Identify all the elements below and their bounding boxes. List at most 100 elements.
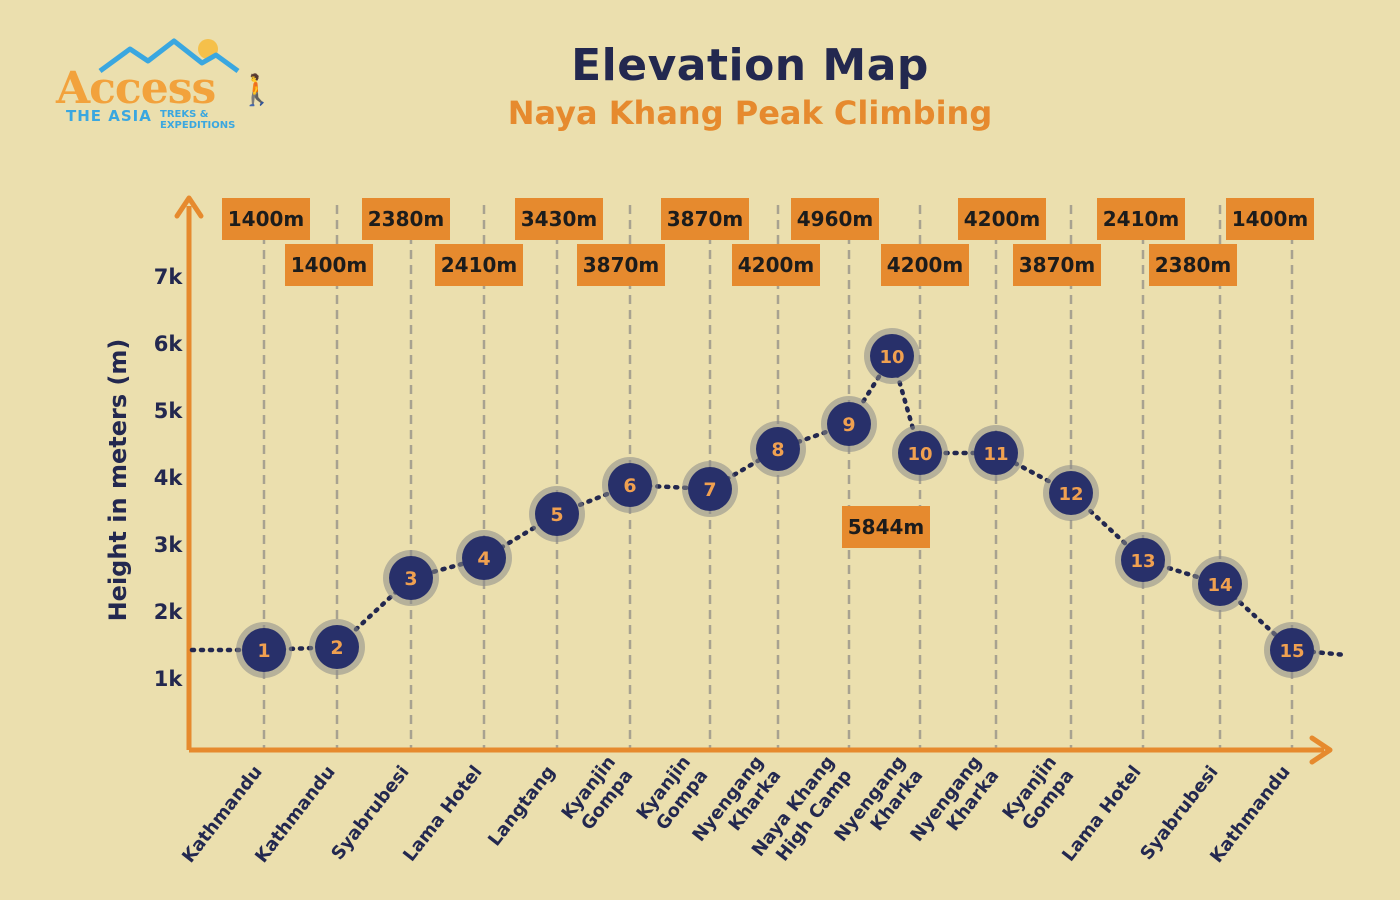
elevation-label: 1400m (285, 244, 373, 286)
elevation-label-box (1013, 244, 1101, 286)
day-marker-dot (756, 427, 800, 471)
elevation-label: 2410m (1097, 198, 1185, 240)
day-marker: 1 (236, 622, 292, 678)
elevation-label: 4960m (791, 198, 879, 240)
logo-line-1: THE ASIA (66, 107, 152, 125)
day-marker-dot (974, 431, 1018, 475)
elevation-label-box (285, 244, 373, 286)
elevation-label-box (515, 198, 603, 240)
place-name: Langtang (484, 762, 560, 850)
x-tick-label: Syabrubesi (327, 762, 413, 864)
day-marker: 14 (1192, 556, 1248, 612)
day-marker: 9 (821, 396, 877, 452)
day-marker: 13 (1115, 532, 1171, 588)
day-marker-dot (242, 628, 286, 672)
elevation-label-box (1097, 198, 1185, 240)
elevation-label: 2380m (362, 198, 450, 240)
elevation-label: 2410m (435, 244, 523, 286)
elevation-label-text: 4200m (964, 207, 1041, 231)
elevation-label-text: 1400m (228, 207, 305, 231)
elevation-label: 4200m (958, 198, 1046, 240)
day-marker-dot (462, 536, 506, 580)
day-number: 2 (330, 637, 343, 659)
day-marker: 7 (682, 461, 738, 517)
day-number: 10 (879, 347, 904, 368)
elevation-trend-line (189, 353, 1349, 658)
y-tick-label: 1k (154, 667, 184, 691)
day-number: 15 (1279, 641, 1304, 662)
day-marker-dot (1198, 562, 1242, 606)
day-number: 9 (842, 414, 855, 436)
elevation-label-box (881, 244, 969, 286)
elevation-label-box (661, 198, 749, 240)
day-marker: 3 (383, 550, 439, 606)
elevation-label-text: 2410m (441, 253, 518, 277)
day-number: 7 (703, 479, 716, 501)
day-marker: 8 (750, 421, 806, 477)
elevation-label-text: 2380m (1155, 253, 1232, 277)
elevation-label-box (958, 198, 1046, 240)
elevation-label-box (435, 244, 523, 286)
elevation-label-box (362, 198, 450, 240)
day-number: 1 (257, 640, 270, 662)
day-marker: 4 (456, 530, 512, 586)
elevation-label-text: 4200m (887, 253, 964, 277)
mountain-logo-icon (98, 38, 240, 74)
day-marker: 6 (602, 457, 658, 513)
elevation-label: 4200m (732, 244, 820, 286)
day-marker-dot (535, 492, 579, 536)
hiker-icon: 🚶 (238, 73, 276, 108)
elevation-label-text: 3870m (667, 207, 744, 231)
day-marker-dot (608, 463, 652, 507)
elevation-label-text: 2410m (1103, 207, 1180, 231)
day-marker-dot (827, 402, 871, 446)
day-marker: 15 (1264, 622, 1320, 678)
day-marker-dot (870, 334, 914, 378)
y-tick-label: 5k (154, 399, 184, 423)
logo-word: Access (56, 63, 216, 114)
elevation-label-box (1149, 244, 1237, 286)
y-tick-label: 6k (154, 332, 184, 356)
elevation-label: 3870m (661, 198, 749, 240)
chart-subtitle: Naya Khang Peak Climbing (507, 94, 993, 132)
elevation-label-text: 1400m (291, 253, 368, 277)
elevation-label: 3870m (577, 244, 665, 286)
y-tick-label: 4k (154, 466, 184, 490)
elevation-label-text: 1400m (1232, 207, 1309, 231)
elevation-label-box (222, 198, 310, 240)
x-tick-label: Lama Hotel (399, 762, 486, 866)
access-the-asia-logo: Access THE ASIA TREKS & EXPEDITIONS 🚶 (50, 35, 275, 131)
day-marker: 10 (892, 425, 948, 481)
elevation-label-box (732, 244, 820, 286)
day-number: 11 (983, 444, 1008, 465)
day-number: 3 (404, 568, 417, 590)
day-marker-dot (1049, 471, 1093, 515)
day-marker-dot (898, 431, 942, 475)
day-number: 12 (1058, 484, 1083, 505)
elevation-label-box (1226, 198, 1314, 240)
chart-title: Elevation Map (571, 40, 929, 91)
day-marker: 12 (1043, 465, 1099, 521)
day-marker: 5 (529, 486, 585, 542)
day-number: 14 (1207, 575, 1232, 596)
day-marker: 10 (864, 328, 920, 384)
day-number: 4 (477, 548, 490, 570)
day-number: 10 (907, 444, 932, 465)
day-number: 13 (1130, 551, 1155, 572)
y-tick-label: 7k (154, 265, 184, 289)
elevation-label: 3870m (1013, 244, 1101, 286)
elevation-label-text: 5844m (848, 515, 925, 539)
elevation-label-text: 3430m (521, 207, 598, 231)
y-tick-label: 3k (154, 533, 184, 557)
elevation-label: 3430m (515, 198, 603, 240)
elevation-label: 1400m (222, 198, 310, 240)
elevation-label-box (842, 506, 930, 548)
day-number: 8 (771, 439, 784, 461)
elevation-label-text: 2380m (368, 207, 445, 231)
elevation-label: 1400m (1226, 198, 1314, 240)
place-name: Syabrubesi (327, 762, 413, 864)
elevation-label-text: 3870m (583, 253, 660, 277)
